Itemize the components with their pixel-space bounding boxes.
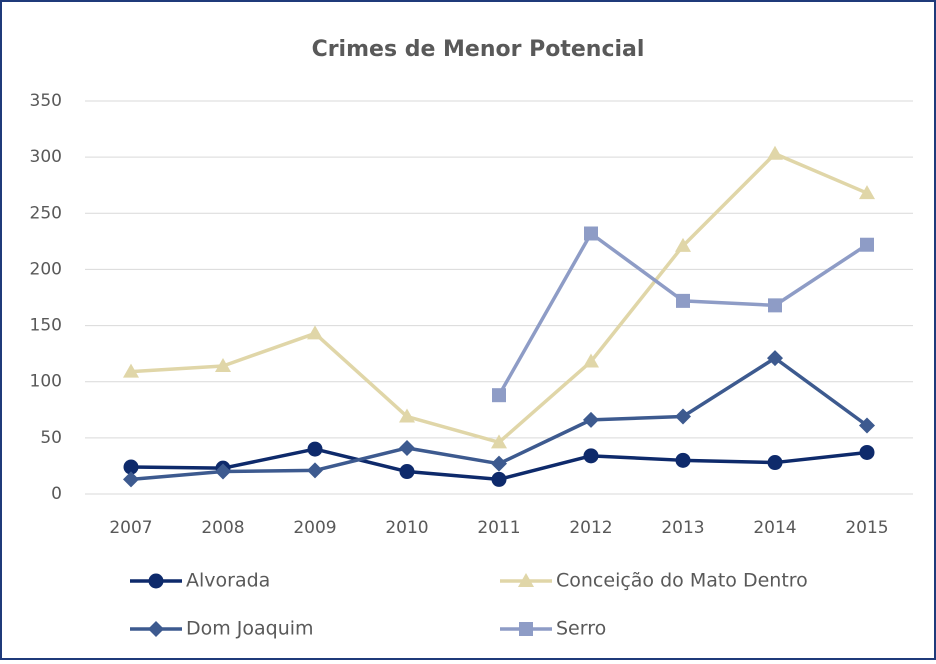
y-tick-label: 200 <box>30 259 62 279</box>
marker <box>307 441 323 457</box>
x-tick-label: 2007 <box>109 518 152 538</box>
marker <box>518 573 534 587</box>
chart-title: Crimes de Menor Potencial <box>312 37 645 62</box>
marker <box>492 388 506 403</box>
x-tick-label: 2010 <box>385 518 428 538</box>
marker <box>123 471 139 488</box>
marker <box>767 350 783 367</box>
marker <box>215 463 231 480</box>
marker <box>859 444 875 460</box>
legend-label: Dom Joaquim <box>186 618 314 640</box>
marker <box>675 237 691 252</box>
x-tick-label: 2008 <box>201 518 244 538</box>
marker <box>583 448 599 464</box>
marker <box>859 417 875 434</box>
marker <box>675 408 691 425</box>
x-tick-label: 2009 <box>293 518 336 538</box>
marker <box>307 325 323 340</box>
marker <box>859 185 875 200</box>
marker <box>148 621 164 637</box>
x-tick-label: 2011 <box>477 518 520 538</box>
marker <box>675 452 691 468</box>
marker <box>399 464 415 480</box>
y-tick-label: 0 <box>51 484 62 504</box>
x-tick-label: 2015 <box>845 518 888 538</box>
marker <box>767 145 783 160</box>
marker <box>767 455 783 471</box>
x-tick-label: 2014 <box>753 518 796 538</box>
y-tick-label: 300 <box>30 147 62 167</box>
marker <box>399 439 415 456</box>
x-tick-label: 2012 <box>569 518 612 538</box>
marker <box>123 363 139 378</box>
legend-label: Serro <box>556 618 606 640</box>
y-tick-label: 250 <box>30 203 62 223</box>
marker <box>491 434 507 449</box>
marker <box>676 293 690 308</box>
marker <box>148 573 164 589</box>
marker <box>860 237 874 252</box>
marker <box>583 411 599 428</box>
legend-label: Alvorada <box>186 570 270 592</box>
marker <box>491 455 507 472</box>
marker <box>584 226 598 241</box>
marker <box>123 459 139 475</box>
marker <box>583 353 599 368</box>
marker <box>215 357 231 372</box>
x-tick-label: 2013 <box>661 518 704 538</box>
y-tick-label: 350 <box>30 91 62 111</box>
marker <box>307 462 323 479</box>
y-tick-label: 100 <box>30 372 62 392</box>
marker <box>491 471 507 487</box>
y-tick-label: 150 <box>30 316 62 336</box>
marker <box>519 622 533 636</box>
legend-label: Conceição do Mato Dentro <box>556 570 808 592</box>
marker <box>399 408 415 423</box>
marker <box>768 298 782 313</box>
y-tick-label: 50 <box>40 428 62 448</box>
